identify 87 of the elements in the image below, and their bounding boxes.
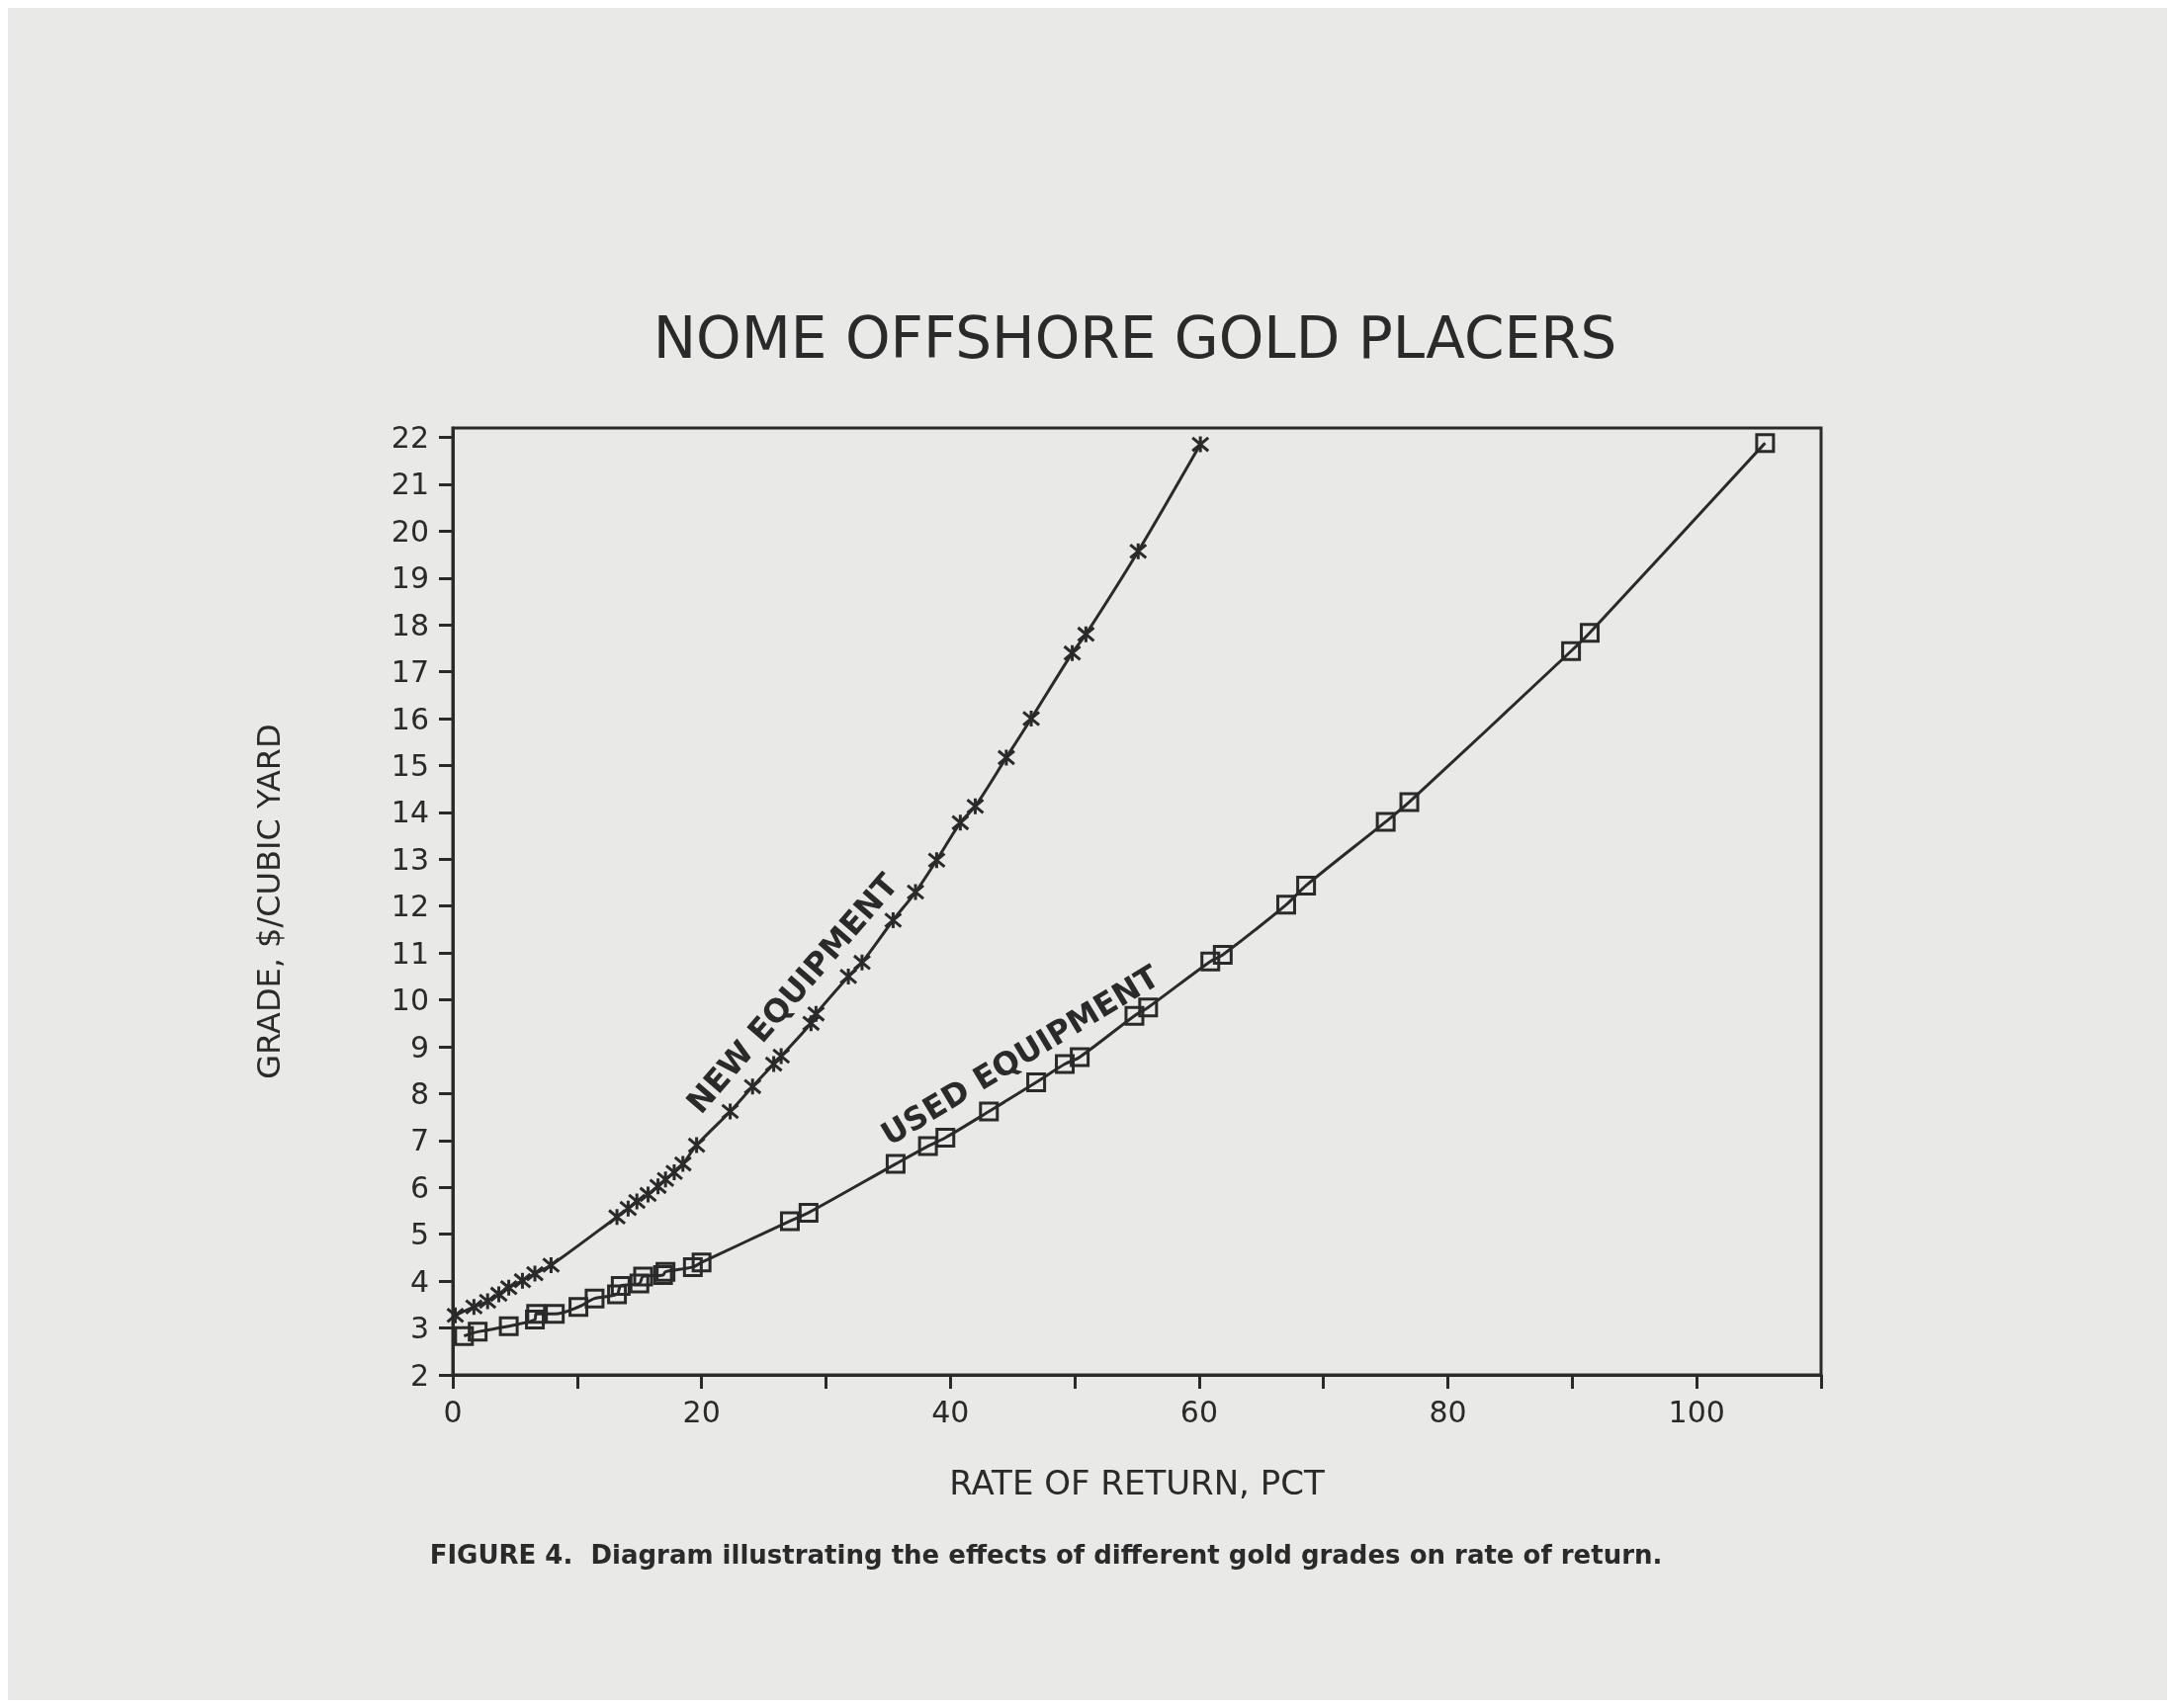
point xyxy=(950,812,970,832)
y-tick-label: 20 xyxy=(391,513,429,549)
point xyxy=(926,850,946,870)
point xyxy=(997,747,1016,767)
point xyxy=(1063,643,1083,663)
y-tick-label: 7 xyxy=(409,1123,429,1158)
point xyxy=(885,1153,906,1174)
point xyxy=(1399,792,1420,812)
point xyxy=(618,1199,638,1219)
point xyxy=(1200,951,1221,972)
point xyxy=(526,1304,547,1324)
point xyxy=(610,1275,631,1296)
point xyxy=(607,1284,628,1305)
chart-title: NOME OFFSHORE GOLD PLACERS xyxy=(652,304,1617,372)
point xyxy=(691,1252,712,1273)
point xyxy=(454,1325,475,1346)
point xyxy=(764,1055,784,1074)
y-tick-label: 21 xyxy=(391,467,429,502)
y-tick-label: 4 xyxy=(409,1263,429,1299)
point xyxy=(545,1304,566,1324)
point xyxy=(664,1162,684,1182)
point xyxy=(1579,623,1600,643)
y-tick-label: 9 xyxy=(409,1029,429,1065)
point xyxy=(779,1211,800,1232)
point xyxy=(1021,709,1041,728)
point xyxy=(446,1306,466,1325)
point xyxy=(649,1176,668,1196)
y-tick-label: 15 xyxy=(391,747,429,783)
y-tick-label: 2 xyxy=(409,1357,429,1393)
point xyxy=(525,1264,545,1284)
x-tick-label: 0 xyxy=(443,1394,463,1429)
point xyxy=(568,1297,589,1318)
point xyxy=(478,1292,497,1312)
y-tick-label: 16 xyxy=(391,701,429,736)
y-tick-label: 5 xyxy=(409,1217,429,1252)
y-tick-label: 22 xyxy=(391,419,429,455)
point xyxy=(499,1278,519,1298)
point xyxy=(1128,542,1148,561)
x-tick-label: 40 xyxy=(931,1394,970,1429)
point xyxy=(1076,625,1095,644)
point xyxy=(655,1169,675,1189)
y-tick-label: 17 xyxy=(391,654,429,690)
point xyxy=(979,1101,1000,1122)
x-tick-label: 60 xyxy=(1179,1394,1218,1429)
y-tick-label: 6 xyxy=(409,1169,429,1205)
point xyxy=(525,1310,546,1330)
x-tick-label: 80 xyxy=(1429,1394,1467,1429)
point xyxy=(629,1273,650,1294)
point xyxy=(1755,433,1776,454)
y-tick-label: 18 xyxy=(391,607,429,642)
y-tick-label: 14 xyxy=(391,795,429,830)
point xyxy=(965,797,985,816)
y-tick-label: 8 xyxy=(409,1075,429,1111)
y-axis-title: GRADE, $/CUBIC YARD xyxy=(250,724,288,1079)
point xyxy=(633,1266,653,1287)
point xyxy=(798,1202,819,1223)
y-tick-label: 12 xyxy=(391,889,429,924)
point xyxy=(682,1256,703,1277)
point xyxy=(1561,640,1582,661)
y-tick-label: 10 xyxy=(391,982,429,1018)
point xyxy=(687,1136,707,1155)
x-axis-title: RATE OF RETURN, PCT xyxy=(949,1463,1325,1502)
point xyxy=(1212,945,1233,966)
point xyxy=(1296,875,1317,896)
caption: FIGURE 4. Diagram illustrating the effects of different gold grades on rate of return. xyxy=(429,1540,1663,1570)
point xyxy=(771,1047,791,1067)
point xyxy=(906,883,925,902)
point xyxy=(468,1322,488,1342)
point xyxy=(1190,435,1210,455)
point xyxy=(627,1192,647,1212)
y-tick-label: 13 xyxy=(391,841,429,877)
x-tick-label: 20 xyxy=(682,1394,721,1429)
point xyxy=(584,1288,605,1309)
point xyxy=(489,1284,509,1304)
point xyxy=(464,1297,483,1317)
point xyxy=(607,1207,627,1227)
point xyxy=(498,1316,519,1336)
y-tick-label: 3 xyxy=(409,1311,429,1346)
point xyxy=(541,1255,561,1275)
point xyxy=(1375,811,1396,832)
x-tick-label: 100 xyxy=(1668,1394,1725,1429)
point xyxy=(1275,895,1296,915)
y-tick-label: 19 xyxy=(391,560,429,596)
point xyxy=(512,1271,532,1291)
point xyxy=(639,1184,658,1204)
point xyxy=(673,1154,693,1174)
y-tick-label: 11 xyxy=(391,935,429,971)
